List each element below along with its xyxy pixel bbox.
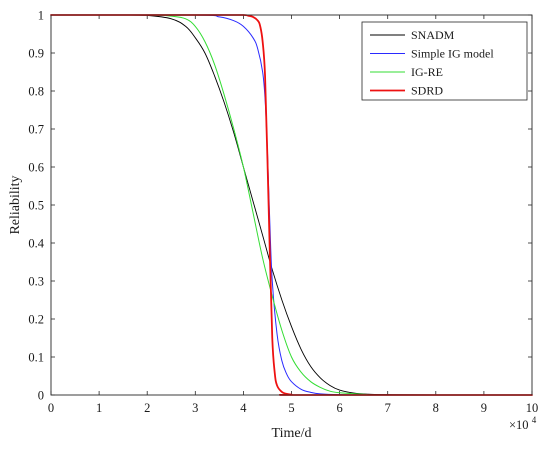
x-tick-label: 2: [144, 401, 150, 415]
y-tick-label: 0.8: [28, 85, 44, 99]
x-tick-label: 4: [240, 401, 247, 415]
series-line-sdrd: [50, 14, 533, 396]
x-tick-label: 9: [481, 401, 487, 415]
y-tick-label: 0.4: [28, 237, 44, 251]
y-tick-label: 0.5: [28, 199, 44, 213]
legend-label: IG-RE: [411, 65, 443, 79]
y-tick-label: 0.3: [28, 275, 44, 289]
legend: SNADM Simple IG model IG-RE SDRD: [361, 21, 528, 101]
x-axis-ticks: 0 1 2 3 4 5 6 7 8 9 10: [48, 15, 538, 415]
y-axis-label: Reliability: [8, 175, 23, 234]
x-tick-label: 3: [192, 401, 198, 415]
x-axis-multiplier: ×10 4: [509, 415, 537, 432]
legend-label: SDRD: [411, 84, 443, 98]
series-lines: [50, 14, 533, 396]
y-axis-ticks: 0 0.1 0.2 0.3 0.4 0.5 0.6 0.7 0.8 0.9 1: [28, 9, 532, 403]
x-tick-label: 7: [385, 401, 391, 415]
y-tick-label: 0.6: [28, 161, 44, 175]
x-axis-multiplier-base: ×10: [509, 418, 529, 432]
x-tick-label: 0: [48, 401, 54, 415]
y-tick-label: 0.9: [28, 47, 44, 61]
y-tick-label: 1: [38, 9, 44, 23]
x-tick-label: 6: [336, 401, 342, 415]
x-axis-multiplier-exponent: 4: [532, 415, 537, 425]
x-tick-label: 8: [433, 401, 439, 415]
y-tick-label: 0: [38, 389, 44, 403]
x-tick-label: 5: [288, 401, 294, 415]
series-line-simple-ig-model: [50, 14, 533, 396]
y-tick-label: 0.1: [28, 351, 44, 365]
x-tick-label: 1: [96, 401, 102, 415]
x-axis-label: Time/d: [272, 426, 312, 441]
legend-label: SNADM: [411, 28, 455, 42]
y-tick-label: 0.2: [28, 313, 44, 327]
y-tick-label: 0.7: [28, 123, 44, 137]
x-tick-label: 10: [526, 401, 539, 415]
plot-area-frame: [50, 14, 533, 396]
series-line-snadm: [50, 14, 533, 396]
legend-label: Simple IG model: [411, 47, 494, 61]
series-line-ig-re: [50, 14, 533, 396]
